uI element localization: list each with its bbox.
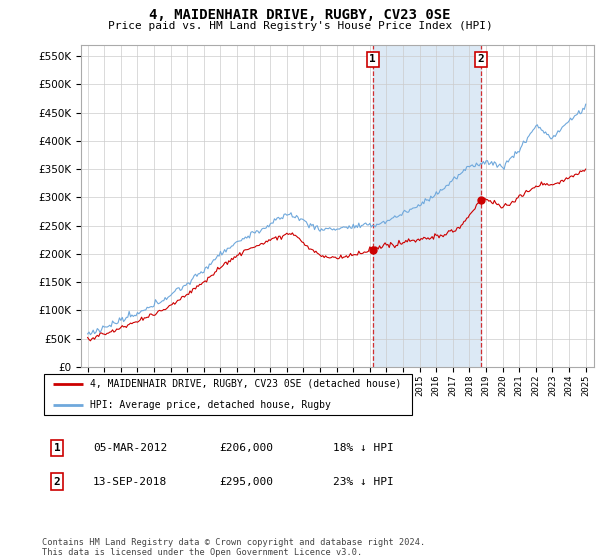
Text: 4, MAIDENHAIR DRIVE, RUGBY, CV23 0SE: 4, MAIDENHAIR DRIVE, RUGBY, CV23 0SE [149, 8, 451, 22]
Text: £206,000: £206,000 [219, 443, 273, 453]
Text: 1: 1 [370, 54, 376, 64]
Text: 13-SEP-2018: 13-SEP-2018 [93, 477, 167, 487]
Text: Contains HM Land Registry data © Crown copyright and database right 2024.
This d: Contains HM Land Registry data © Crown c… [42, 538, 425, 557]
FancyBboxPatch shape [44, 374, 412, 415]
Text: 2: 2 [53, 477, 61, 487]
Text: Price paid vs. HM Land Registry's House Price Index (HPI): Price paid vs. HM Land Registry's House … [107, 21, 493, 31]
Text: 1: 1 [53, 443, 61, 453]
Text: HPI: Average price, detached house, Rugby: HPI: Average price, detached house, Rugb… [91, 400, 331, 410]
Bar [373, 45, 481, 367]
Text: 2: 2 [478, 54, 484, 64]
Text: 05-MAR-2012: 05-MAR-2012 [93, 443, 167, 453]
Text: 23% ↓ HPI: 23% ↓ HPI [333, 477, 394, 487]
Text: £295,000: £295,000 [219, 477, 273, 487]
Text: 18% ↓ HPI: 18% ↓ HPI [333, 443, 394, 453]
Text: 4, MAIDENHAIR DRIVE, RUGBY, CV23 0SE (detached house): 4, MAIDENHAIR DRIVE, RUGBY, CV23 0SE (de… [91, 379, 402, 389]
